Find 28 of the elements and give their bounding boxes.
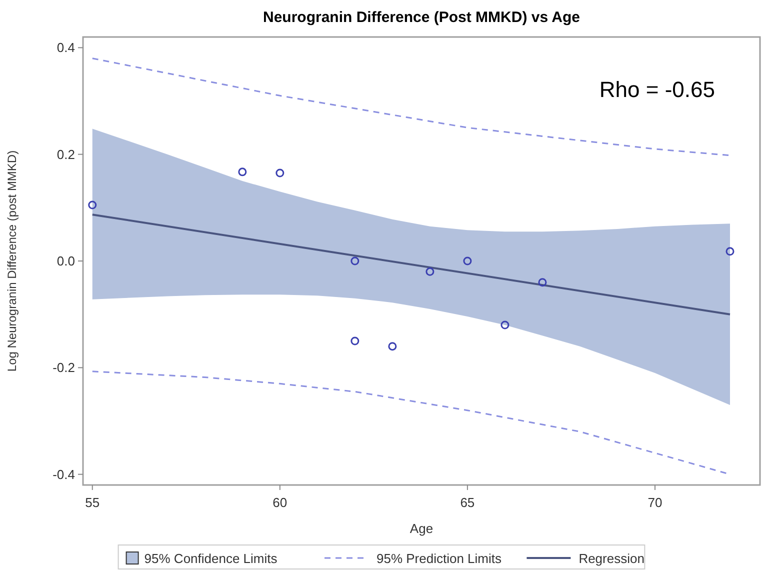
point: [726, 247, 734, 256]
point: [350, 336, 360, 346]
chart-title: Neurogranin Difference (Post MMKD) vs Age: [263, 9, 580, 26]
point: [426, 267, 434, 276]
point: [500, 320, 510, 330]
point: [276, 168, 284, 178]
point: [350, 256, 360, 266]
line-series: [92, 58, 731, 156]
x-tick-label: 55: [85, 495, 100, 510]
y-tick-label: 0.2: [56, 146, 75, 162]
legend-label: 95% Confidence Limits: [144, 551, 278, 566]
x-tick-label: 65: [460, 495, 475, 510]
x-tick-label: 70: [648, 495, 662, 510]
annotation: Rho = -0.65: [599, 77, 715, 102]
y-tick-label: 0.0: [56, 254, 75, 268]
y-tick-label: -0.4: [52, 466, 75, 482]
y-tick-label: -0.2: [52, 360, 75, 376]
point: [463, 256, 472, 266]
y-tick-label: 0.4: [56, 40, 75, 56]
x-tick-label: 60: [272, 495, 288, 510]
legend-label: Regression: [578, 551, 644, 566]
point: [538, 278, 547, 287]
point: [388, 342, 397, 351]
y-axis-title: Log Neurogranin Difference (post MMKD): [5, 150, 19, 372]
x-axis-title: Age: [410, 521, 434, 536]
legend-label: 95% Prediction Limits: [376, 551, 502, 566]
point: [88, 200, 97, 210]
point: [238, 168, 247, 176]
